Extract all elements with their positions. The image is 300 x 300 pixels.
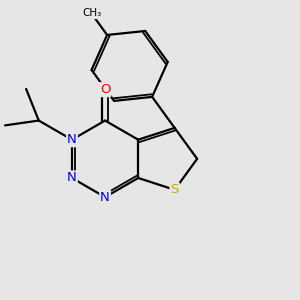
Text: CH₃: CH₃: [83, 8, 102, 18]
Text: N: N: [100, 190, 110, 204]
Text: S: S: [170, 183, 179, 196]
Text: N: N: [67, 172, 77, 184]
Text: O: O: [100, 83, 110, 96]
Text: N: N: [67, 133, 77, 146]
